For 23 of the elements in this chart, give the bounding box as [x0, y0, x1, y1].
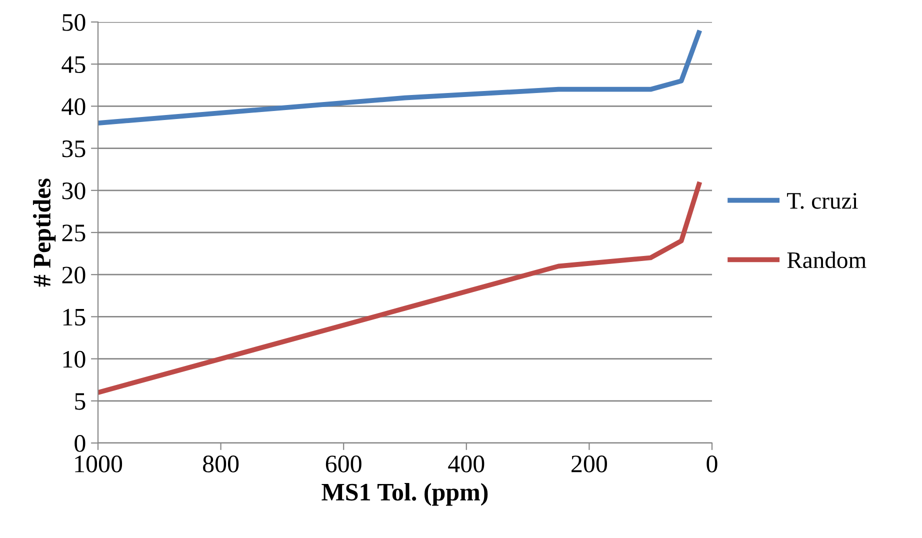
y-tick-label: 15 [63, 308, 86, 326]
x-tick-label: 200 [572, 456, 607, 472]
y-axis-title: # Peptides [32, 178, 56, 287]
line-series [98, 180, 702, 395]
x-tick-label: 0 [706, 456, 718, 472]
y-tick-label: 45 [62, 56, 86, 74]
line-series [98, 28, 702, 126]
x-tick-label: 800 [203, 456, 239, 472]
y-tick-label: 10 [63, 350, 86, 368]
y-tick-label: 25 [62, 224, 86, 242]
x-axis-title: MS1 Tol. (ppm) [322, 483, 488, 506]
legend-label: Random [787, 252, 866, 268]
y-tick-label: 0 [74, 435, 86, 452]
y-tick-label: 30 [62, 182, 86, 200]
y-tick-label: 5 [75, 393, 86, 410]
y-tick-label: 50 [62, 14, 86, 31]
y-tick-label: 35 [62, 140, 86, 158]
x-tick-label: 1000 [75, 456, 122, 472]
y-tick-label: 20 [62, 266, 86, 284]
x-tick-label: 600 [326, 456, 362, 472]
legend-label: T. cruzi [787, 192, 858, 209]
x-tick-label: 400 [448, 456, 484, 472]
y-tick-label: 40 [62, 98, 86, 116]
